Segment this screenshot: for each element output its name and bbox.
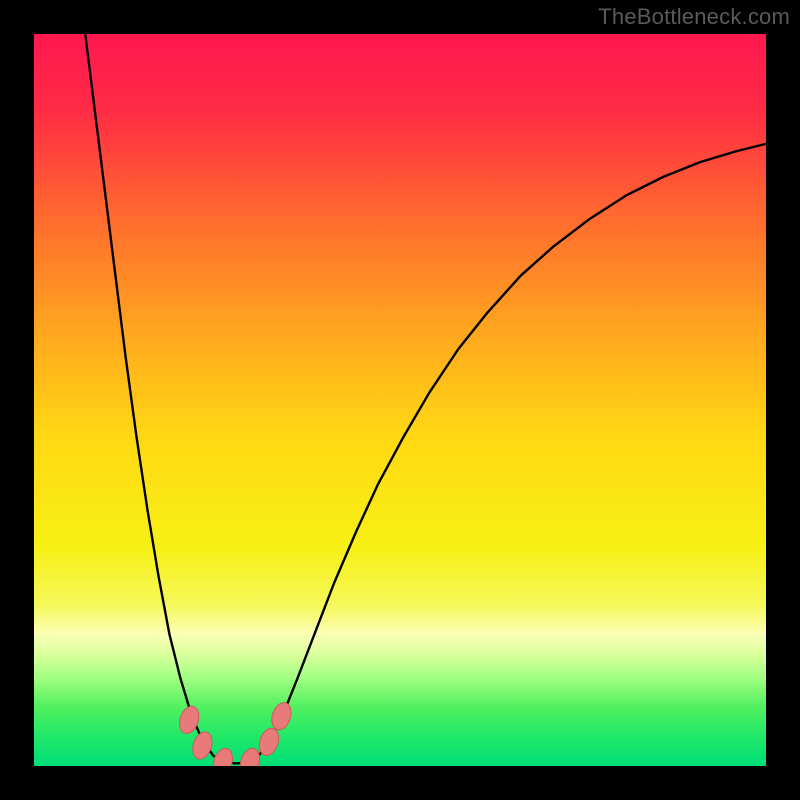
watermark-text: TheBottleneck.com — [598, 4, 790, 30]
chart-container: TheBottleneck.com — [0, 0, 800, 800]
heat-gradient-background — [34, 34, 766, 766]
bottleneck-curve-chart — [0, 0, 800, 800]
